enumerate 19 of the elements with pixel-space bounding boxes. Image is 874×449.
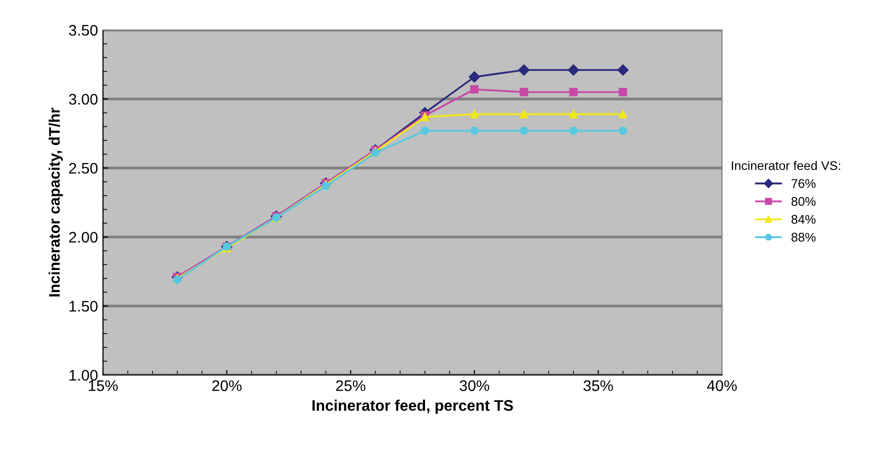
x-tick-label: 30% (460, 380, 490, 392)
legend-label: 80% (792, 197, 816, 206)
y-axis-title: Incinerator capacity, dT/hr (48, 108, 63, 296)
y-tick-label: 3.50 (68, 24, 98, 36)
y-tick-label: 3.00 (68, 94, 98, 105)
legend-label: 84% (792, 214, 816, 224)
x-tick-label: 40% (707, 380, 737, 392)
x-tick-label: 35% (583, 380, 613, 392)
y-tick-label: 2.00 (69, 232, 98, 243)
x-axis-title: Incinerator feed, percent TS (312, 400, 513, 414)
y-tick-label: 1.50 (70, 300, 98, 312)
legend-title: Incinerator feed VS: (732, 160, 840, 170)
x-tick-label: 20% (212, 380, 242, 392)
y-tick-label: 1.00 (70, 370, 98, 381)
legend-label: 76% (792, 179, 816, 188)
legend-label: 88% (792, 232, 816, 242)
x-tick-label: 15% (88, 380, 118, 392)
x-tick-label: 25% (336, 380, 366, 392)
y-tick-label: 2.50 (69, 162, 98, 174)
